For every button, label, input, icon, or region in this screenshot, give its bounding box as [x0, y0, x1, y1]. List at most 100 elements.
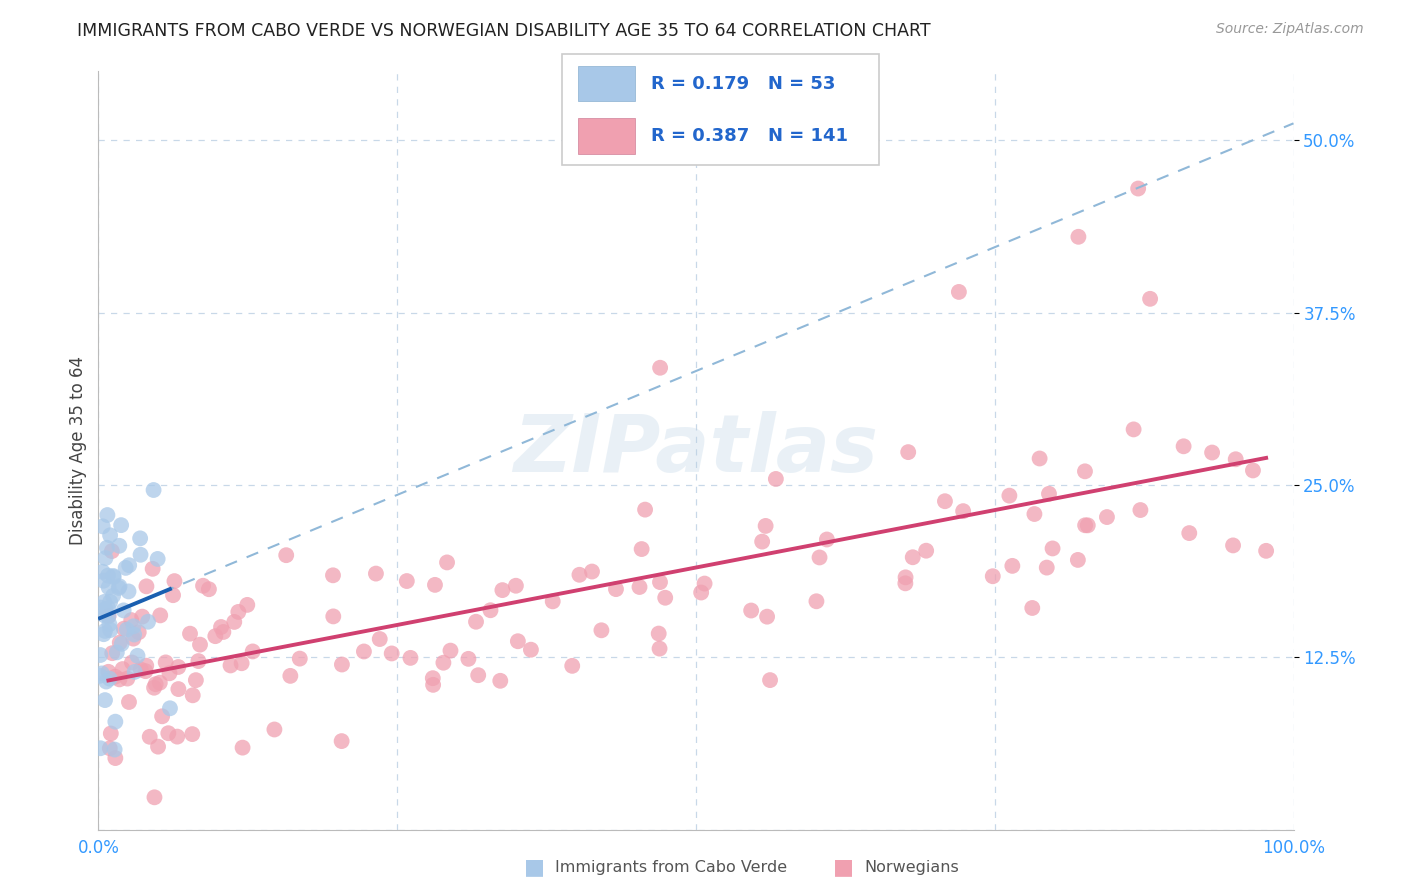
Point [1067, 553, 1090, 567]
Point [114, 561, 136, 575]
Point [181, 727, 204, 741]
Point [112, 603, 135, 617]
Point [143, 681, 166, 695]
Point [184, 673, 207, 687]
Point [91, 565, 114, 579]
Point [166, 730, 188, 744]
Point [101, 544, 124, 558]
Point [98, 741, 121, 756]
Point [159, 666, 181, 681]
Point [188, 638, 211, 652]
Point [98, 623, 121, 637]
Point [162, 588, 184, 602]
Point [934, 494, 956, 508]
Point [648, 575, 671, 590]
Point [115, 623, 138, 637]
Point [90, 666, 112, 681]
Point [1074, 518, 1097, 533]
Point [815, 533, 838, 547]
Point [98, 617, 121, 632]
Point [93, 608, 115, 623]
Point [159, 701, 181, 715]
Point [422, 678, 444, 692]
Point [149, 675, 172, 690]
Point [648, 360, 672, 375]
Point [436, 556, 458, 570]
Point [395, 574, 418, 588]
Point [263, 723, 285, 737]
Point [198, 582, 221, 597]
Point [89, 648, 111, 662]
Point [124, 665, 146, 679]
Point [97, 601, 120, 615]
Point [98, 528, 121, 542]
Point [122, 627, 145, 641]
Point [89, 669, 111, 683]
Point [1035, 560, 1057, 574]
Point [96, 674, 118, 689]
Point [479, 603, 502, 617]
Point [93, 627, 115, 641]
Point [136, 615, 159, 629]
Point [432, 656, 454, 670]
Point [381, 647, 404, 661]
Point [399, 651, 422, 665]
Point [915, 543, 938, 558]
Point [634, 502, 657, 516]
Point [897, 445, 920, 459]
Point [581, 565, 603, 579]
Point [97, 580, 120, 594]
Text: Norwegians: Norwegians [865, 860, 959, 874]
Point [806, 594, 828, 608]
Point [322, 609, 344, 624]
Point [231, 657, 253, 671]
Point [1201, 445, 1223, 459]
Point [108, 673, 131, 687]
Point [131, 609, 153, 624]
Point [1042, 541, 1064, 556]
Point [179, 626, 201, 640]
Point [212, 624, 235, 639]
Point [142, 562, 165, 576]
Point [1021, 601, 1043, 615]
Point [143, 790, 166, 805]
Bar [578, 119, 636, 154]
Point [142, 483, 165, 497]
Bar [578, 66, 636, 102]
Point [1095, 510, 1118, 524]
Point [948, 285, 970, 299]
Point [751, 534, 773, 549]
Point [228, 605, 250, 619]
Point [138, 730, 160, 744]
Point [755, 519, 778, 533]
Point [1178, 526, 1201, 541]
Point [1122, 422, 1144, 436]
Point [505, 579, 527, 593]
Point [605, 582, 627, 596]
Point [520, 642, 543, 657]
Point [232, 740, 254, 755]
Point [181, 688, 204, 702]
Point [135, 579, 157, 593]
Point [94, 693, 117, 707]
Point [330, 657, 353, 672]
Point [145, 677, 167, 691]
Point [107, 581, 129, 595]
Point [104, 742, 127, 756]
Point [94, 602, 117, 616]
Point [98, 672, 121, 686]
Point [187, 654, 209, 668]
Point [122, 632, 145, 646]
Point [127, 648, 149, 663]
Point [101, 646, 124, 660]
Point [117, 672, 139, 686]
Point [128, 625, 150, 640]
Point [998, 489, 1021, 503]
Point [129, 663, 152, 677]
Point [654, 591, 676, 605]
Point [224, 615, 246, 629]
Text: IMMIGRANTS FROM CABO VERDE VS NORWEGIAN DISABILITY AGE 35 TO 64 CORRELATION CHAR: IMMIGRANTS FROM CABO VERDE VS NORWEGIAN … [77, 22, 931, 40]
Point [1225, 452, 1247, 467]
Point [1129, 503, 1152, 517]
Point [155, 656, 177, 670]
